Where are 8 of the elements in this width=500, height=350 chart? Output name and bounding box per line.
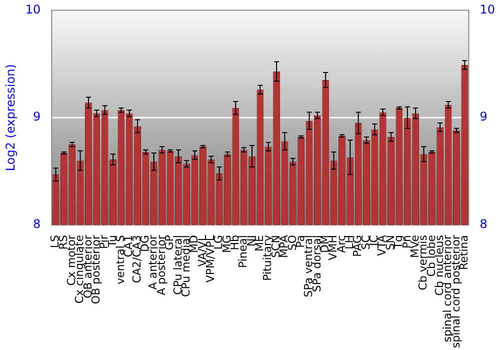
y2-tick-label: 10 — [480, 2, 496, 16]
y-axis-title: Log2 (expression) — [3, 64, 18, 172]
x-tick-label: Pituitary — [261, 234, 274, 281]
y2-tick-label: 9 — [480, 110, 488, 124]
y2-tick-label: 8 — [480, 217, 488, 232]
y-tick-label: 10 — [25, 2, 41, 16]
y-tick-label: 9 — [33, 110, 41, 124]
y-tick-label: 8 — [33, 217, 41, 232]
